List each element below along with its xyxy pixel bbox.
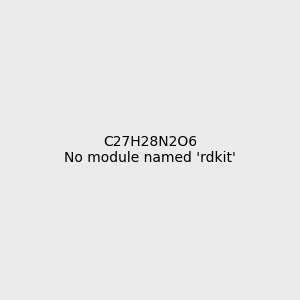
- Text: C27H28N2O6
No module named 'rdkit': C27H28N2O6 No module named 'rdkit': [64, 135, 236, 165]
